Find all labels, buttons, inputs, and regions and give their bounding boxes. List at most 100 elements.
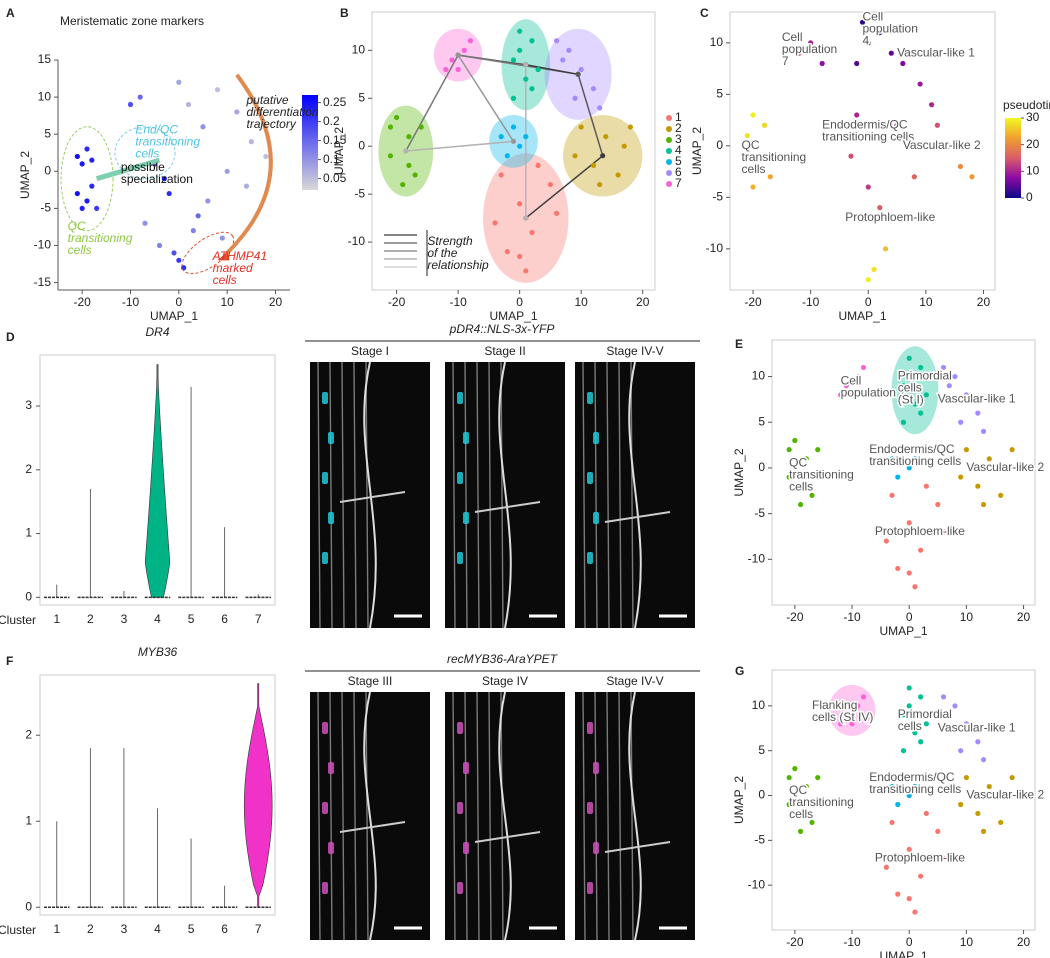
x-tick-label: 0 [906,935,913,949]
point [940,855,947,861]
y-tick-label: -5 [754,833,765,847]
point [843,383,849,389]
point [998,819,1004,826]
y-tick-label: 0 [44,163,51,177]
annotation: marked [213,261,253,275]
point [553,210,560,216]
point [963,721,969,727]
point [946,712,952,718]
x-tick-label: 20 [636,295,650,309]
point [969,174,975,180]
point [535,66,541,73]
y-tick-label: -10 [748,877,766,891]
signal [322,552,328,564]
x-tick-label: 6 [221,922,228,936]
signal [593,842,599,854]
point [572,95,578,101]
x-tick-label: 20 [1017,610,1031,624]
point [838,721,844,727]
annotation: Protophloem-like [875,850,965,864]
colorbar-tick-label: 20 [1026,137,1040,151]
x-tick-label: 4 [154,612,161,626]
x-tick-label: 4 [154,922,161,936]
point [1003,792,1010,799]
point [560,57,566,63]
annotation: transitioning cells [869,454,961,468]
point [895,891,901,897]
y-tick-label: -10 [348,234,366,248]
point [504,153,510,159]
annotation: differentiation [247,105,319,119]
cluster-hull [891,346,939,435]
cell-wall [365,691,369,941]
point [895,474,901,480]
point [79,205,85,211]
cell-wall [488,691,492,941]
signal [587,722,593,734]
relationship-edge [405,140,514,152]
panel-letter: B [340,6,349,20]
trajectory-arrow [225,73,273,255]
point [387,124,394,130]
edge-node [511,138,516,144]
point [517,143,523,149]
stage-label: Stage IV-V [606,344,663,358]
signal [322,392,328,404]
x-tick-label: -10 [843,610,861,624]
cell-wall [618,691,622,941]
point [906,792,912,799]
signal [328,432,334,444]
point [900,447,907,453]
point [912,730,918,736]
annotation: Cell [863,9,884,23]
point [547,181,554,188]
plot-frame [39,674,276,916]
annotation: population 7 [841,385,907,399]
x-tick-label: 20 [1017,935,1031,949]
point [219,235,225,241]
specialization-arrow [95,157,161,182]
point [900,383,907,389]
point [815,447,821,453]
y-axis-label: UMAP_2 [332,127,346,175]
point [963,392,969,398]
point [819,60,825,67]
arrow-head [217,251,230,261]
x-axis-label: Cluster [0,923,36,937]
annotation: cells [135,147,159,161]
x-tick-label: -10 [122,295,140,309]
y-tick-label: 0 [25,899,32,913]
point [185,101,192,108]
point [492,220,498,226]
cell-wall [498,361,512,629]
cell-wall [317,361,321,629]
point [958,801,964,808]
point [918,547,924,553]
point [400,181,406,188]
plot-frame [729,11,996,291]
point [517,253,523,260]
signal [328,512,334,524]
annotation: Vascular-like 1 [938,392,1016,406]
point [1009,774,1015,781]
signal [328,842,334,854]
point [906,703,912,709]
point [906,373,912,380]
y-axis-label: UMAP_2 [732,776,746,824]
point [786,447,792,453]
point [156,242,163,249]
point [803,810,809,817]
point [895,565,901,572]
point [200,124,206,130]
point [889,819,895,826]
point [963,447,969,453]
stage-label: Stage I [351,344,389,358]
x-tick-label: 10 [919,295,933,309]
x-tick-label: -10 [843,935,861,949]
signal [463,842,469,854]
signal [322,472,328,484]
point [952,703,958,709]
point [89,157,95,163]
annotation: possible [121,160,165,174]
annotation: QC [742,138,760,152]
